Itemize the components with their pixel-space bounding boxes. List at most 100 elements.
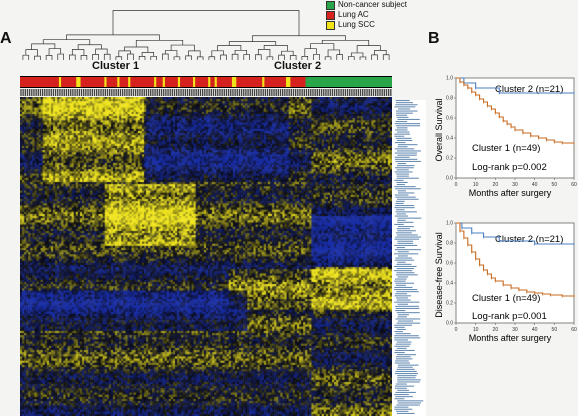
sample-class-cell [355, 77, 358, 87]
sample-id-label [221, 89, 223, 96]
gene-label [395, 297, 408, 299]
sample-id-label [366, 89, 368, 96]
sample-class-cell [71, 77, 75, 87]
gene-label [395, 318, 421, 320]
sample-class-cell [288, 77, 291, 87]
gene-label [395, 121, 408, 123]
gene-label [397, 150, 421, 152]
sample-id-label [288, 89, 290, 96]
sample-class-cell [128, 77, 131, 87]
sample-id-label [290, 89, 293, 96]
sample-id-label [70, 89, 72, 96]
sample-class-cell [119, 77, 122, 87]
legend-item-lung-ac: Lung AC [326, 10, 407, 20]
sample-class-cell [257, 77, 261, 87]
sample-class-cell [244, 77, 248, 87]
sample-id-label [223, 89, 225, 96]
sample-id-label [364, 89, 366, 96]
sample-id-label [344, 89, 347, 96]
sample-id-label [26, 89, 29, 96]
sample-class-cell [177, 77, 181, 87]
sample-id-label [247, 89, 249, 96]
sample-class-cell [56, 77, 60, 87]
sample-class-cell [43, 77, 47, 87]
sample-id-label [91, 89, 94, 96]
gene-label [396, 116, 409, 118]
sample-id-label [275, 89, 277, 96]
sample-class-cell [264, 77, 267, 87]
gene-label [394, 179, 404, 181]
legend-swatch [326, 0, 335, 10]
gene-label [396, 139, 413, 141]
x-axis-label: Months after surgery [469, 188, 552, 198]
sample-class-cell [240, 77, 244, 87]
sample-id-label [113, 89, 115, 96]
gene-label [397, 366, 413, 368]
sample-class-cell [102, 77, 105, 87]
sample-id-label [67, 89, 70, 96]
sample-id-label [158, 89, 161, 96]
sample-id-label [264, 89, 267, 96]
sample-id-label [184, 89, 187, 96]
sample-id-label [154, 89, 156, 96]
x-tick-label: 0 [455, 327, 458, 333]
gene-label [395, 293, 408, 295]
gene-label [395, 307, 420, 309]
gene-label [394, 295, 412, 297]
sample-class-cell [318, 77, 321, 87]
gene-label [394, 215, 409, 217]
gene-label [394, 331, 403, 333]
sample-id-label [22, 89, 24, 96]
y-tick-label: 0.8 [446, 96, 453, 102]
sample-class-cell [322, 77, 326, 87]
gene-label [397, 251, 409, 253]
sample-id-label [132, 89, 135, 96]
gene-label [395, 349, 415, 351]
gene-label [394, 406, 409, 408]
sample-id-label [173, 89, 176, 96]
gene-label [395, 305, 419, 307]
gene-label [397, 261, 406, 263]
gene-label [396, 299, 411, 301]
gene-label [394, 123, 421, 125]
sample-id-label [333, 89, 336, 96]
sample-id-label [160, 89, 163, 96]
gene-label [396, 404, 420, 406]
sample-class-cell [383, 77, 386, 87]
gene-label [394, 373, 419, 375]
sample-id-label [74, 89, 76, 96]
x-tick-label: 20 [493, 327, 499, 333]
sample-id-label [307, 89, 310, 96]
sample-class-cell [316, 77, 319, 87]
sample-class-cell [115, 77, 118, 87]
sample-class-cell [173, 77, 177, 87]
sample-id-label [119, 89, 122, 96]
sample-id-label [117, 89, 119, 96]
plot-area [455, 222, 575, 324]
gene-label [394, 142, 406, 144]
sample-id-label [145, 89, 148, 96]
sample-class-cell [125, 77, 129, 87]
gene-label [395, 200, 405, 202]
sample-class-cell [167, 77, 170, 87]
sample-class-cell [63, 77, 66, 87]
sample-class-cell [151, 77, 155, 87]
sample-id-label [214, 89, 217, 96]
sample-id-label [377, 89, 379, 96]
sample-class-cell [100, 77, 103, 87]
sample-id-label [387, 89, 390, 96]
sample-id-label [251, 89, 254, 96]
gene-label [396, 341, 412, 343]
sample-class-cell [281, 77, 285, 87]
sample-class-cell [262, 77, 265, 87]
gene-label [397, 320, 414, 322]
gene-label [394, 352, 405, 354]
gene-label [394, 339, 408, 341]
sample-id-label [327, 89, 329, 96]
sample-class-cell [218, 77, 222, 87]
gene-label [397, 192, 415, 194]
x-tick-label: 30 [512, 327, 518, 333]
sample-class-cell [314, 77, 317, 87]
gene-label [395, 167, 414, 169]
sample-id-label [141, 89, 143, 96]
